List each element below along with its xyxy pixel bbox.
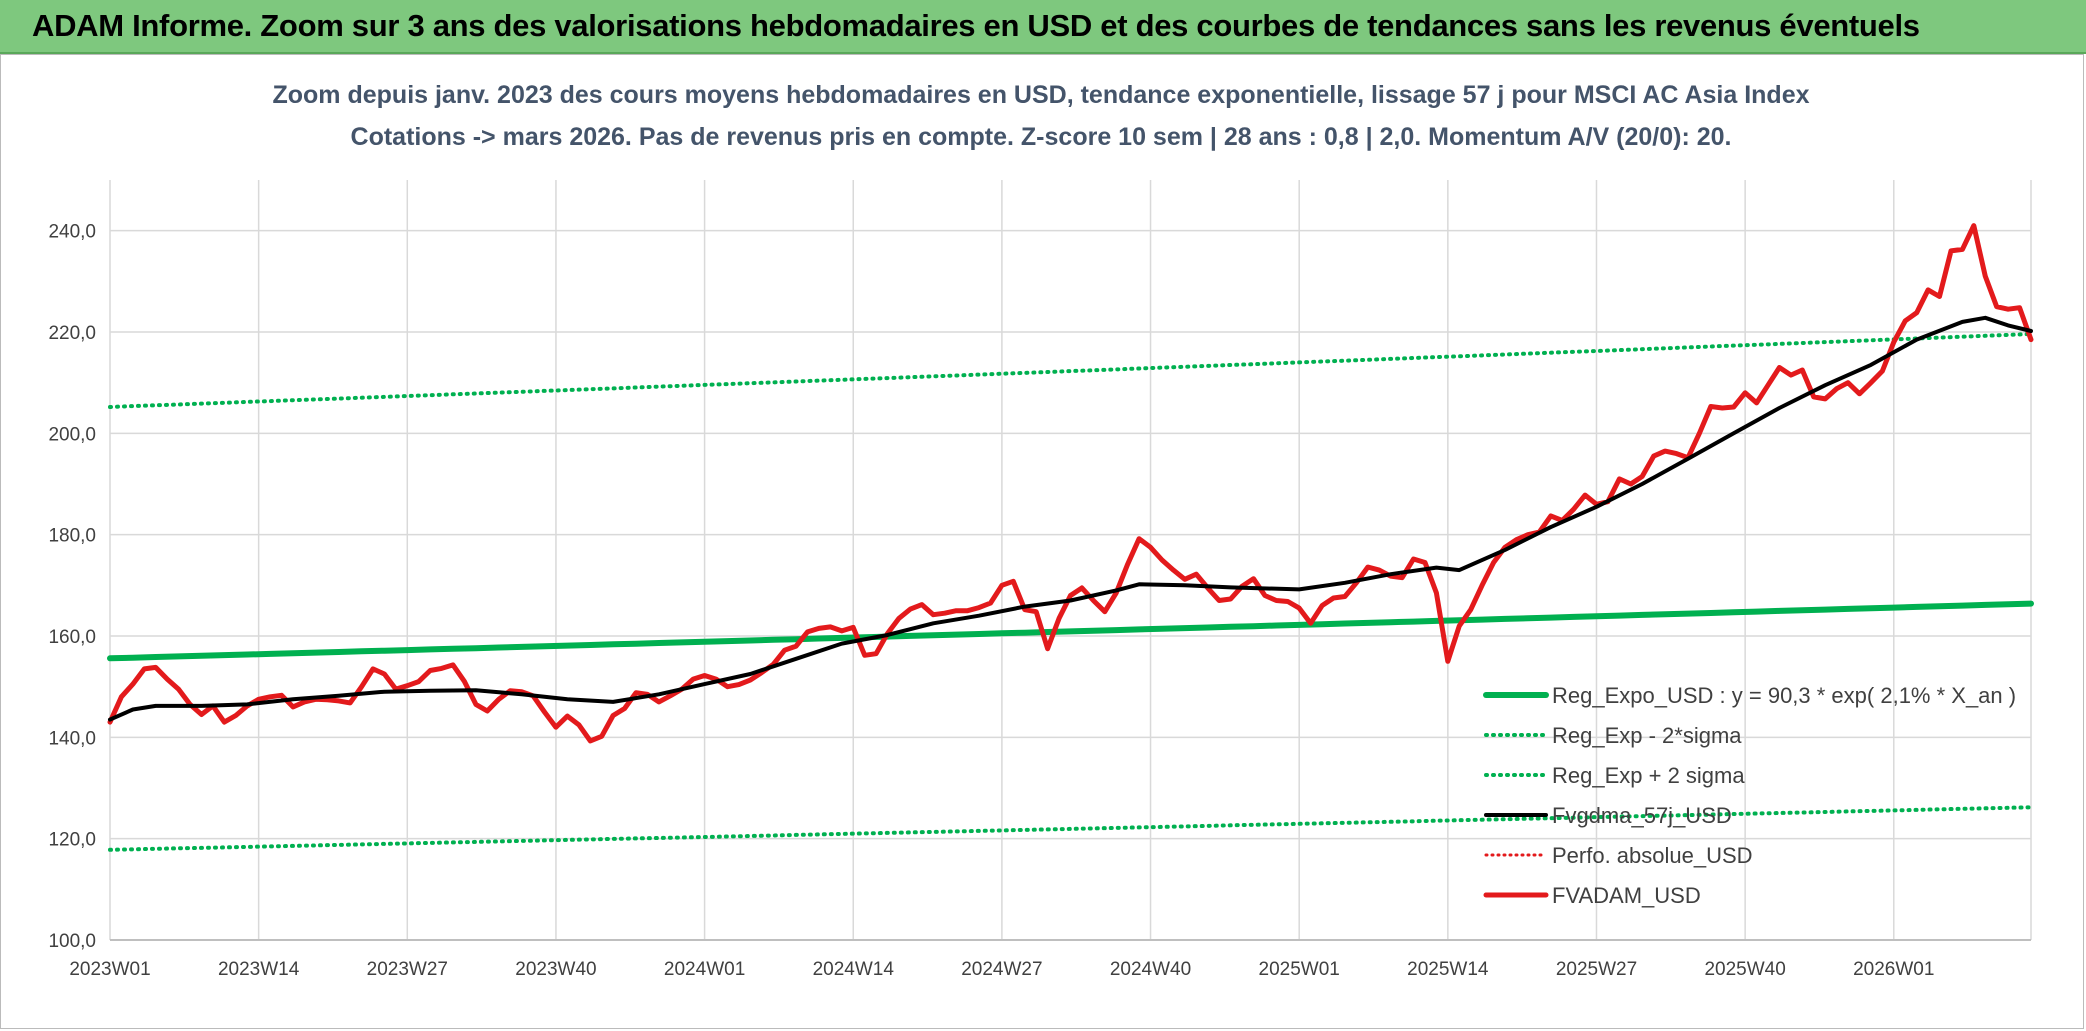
y-tick-label: 140,0	[48, 728, 96, 749]
x-tick-label: 2024W40	[1110, 959, 1191, 980]
x-tick-label: 2023W27	[367, 959, 448, 980]
legend-label: Reg_Exp - 2*sigma	[1552, 723, 1742, 748]
x-tick-label: 2025W14	[1407, 959, 1489, 980]
legend-label: Reg_Expo_USD : y = 90,3 * exp( 2,1% * X_…	[1552, 683, 2016, 708]
legend-label: Perfo. absolue_USD	[1552, 843, 1753, 868]
report-banner: ADAM Informe. Zoom sur 3 ans des valoris…	[0, 0, 2086, 54]
y-tick-label: 220,0	[48, 323, 96, 344]
x-tick-label: 2023W14	[218, 959, 300, 980]
y-tick-label: 100,0	[48, 931, 96, 952]
trend-line-expo	[107, 600, 2034, 662]
y-tick-label: 180,0	[48, 526, 96, 547]
chart-frame: Zoom depuis janv. 2023 des cours moyens …	[0, 54, 2084, 1029]
trend-line-minus-2sigma	[108, 805, 2033, 852]
chart-subtitle: Cotations -> mars 2026. Pas de revenus p…	[351, 123, 1732, 151]
y-tick-label: 200,0	[48, 424, 96, 445]
legend-label: FVADAM_USD	[1552, 883, 1701, 908]
price-line-fvadam	[107, 223, 2034, 744]
line-chart: Zoom depuis janv. 2023 des cours moyens …	[48, 81, 2034, 980]
x-tick-label: 2024W14	[813, 959, 895, 980]
report-title: ADAM Informe. Zoom sur 3 ans des valoris…	[32, 8, 1920, 43]
y-tick-label: 120,0	[48, 830, 96, 851]
legend-label: Reg_Exp + 2 sigma	[1552, 763, 1745, 788]
x-tick-label: 2026W01	[1853, 959, 1934, 980]
x-tick-label: 2025W40	[1704, 959, 1785, 980]
y-tick-label: 160,0	[48, 627, 96, 648]
chart-legend: Reg_Expo_USD : y = 90,3 * exp( 2,1% * X_…	[1483, 683, 2016, 908]
x-tick-label: 2023W01	[69, 959, 150, 980]
x-tick-label: 2023W40	[515, 959, 596, 980]
smoothed-line-57j	[108, 315, 2033, 722]
chart-series	[107, 223, 2034, 852]
chart-grid	[109, 180, 2032, 941]
x-tick-label: 2024W27	[961, 959, 1042, 980]
chart-title: Zoom depuis janv. 2023 des cours moyens …	[272, 81, 1809, 109]
legend-label: Fvgdma_57j_USD	[1552, 803, 1732, 828]
y-tick-label: 240,0	[48, 222, 96, 243]
x-tick-label: 2025W01	[1259, 959, 1340, 980]
x-tick-label: 2024W01	[664, 959, 745, 980]
x-tick-label: 2025W27	[1556, 959, 1637, 980]
x-axis-ticks: 2023W01 2023W14 2023W27 2023W40 2024W01 2024W…	[69, 959, 1934, 980]
y-axis-ticks: 100,0 120,0 140,0 160,0 180,0 200,0 220,0 240,0	[48, 222, 96, 952]
trend-line-plus-2sigma	[108, 332, 2033, 409]
